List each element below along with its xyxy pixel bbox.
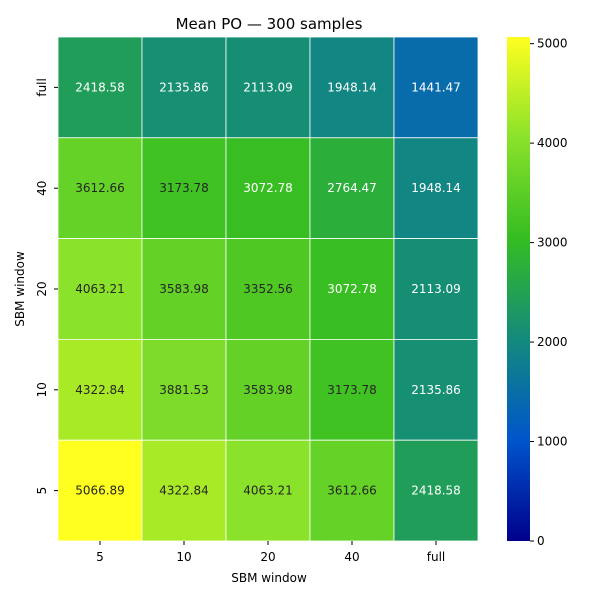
heatmap-cell <box>309 338 395 441</box>
colorbar-tick-label: 0 <box>537 534 545 548</box>
cell-value-label: 4322.84 <box>75 383 125 397</box>
cell-value-label: 1948.14 <box>327 80 377 94</box>
heatmap-cell <box>309 36 395 139</box>
heatmap-cell <box>393 137 479 240</box>
y-axis-ticks: full 40 20 10 5 <box>35 78 58 494</box>
cell-value-label: 3072.78 <box>327 282 377 296</box>
cell-value-label: 3612.66 <box>75 181 125 195</box>
cell-value-label: 3352.56 <box>243 282 293 296</box>
x-tick-label: 10 <box>176 550 191 564</box>
colorbar-tick-label: 5000 <box>537 37 568 51</box>
y-tick-label: 5 <box>35 487 49 495</box>
x-axis-label: SBM window <box>231 571 307 585</box>
cell-value-label: 2418.58 <box>411 484 461 498</box>
heatmap-cell <box>225 238 311 340</box>
heatmap-cell <box>57 36 143 139</box>
x-tick-label: 40 <box>344 550 359 564</box>
cell-value-label: 2135.86 <box>159 80 209 94</box>
heatmap-cell <box>393 36 479 139</box>
heatmap-cell <box>393 238 479 340</box>
cell-value-label: 3612.66 <box>327 484 377 498</box>
cell-value-label: 3173.78 <box>159 181 209 195</box>
heatmap-cell <box>57 137 143 240</box>
cell-value-label: 2135.86 <box>411 383 461 397</box>
cell-value-label: 4322.84 <box>159 484 209 498</box>
y-tick-label: 20 <box>35 281 49 296</box>
colorbar-tick-label: 4000 <box>537 136 568 150</box>
cell-value-label: 1441.47 <box>411 80 461 94</box>
x-tick-label: 5 <box>96 550 104 564</box>
cell-value-label: 2113.09 <box>243 80 293 94</box>
heatmap-cell <box>309 238 395 340</box>
heatmap-cell <box>141 439 227 542</box>
heatmap-cell <box>225 36 311 139</box>
cell-value-label: 2113.09 <box>411 282 461 296</box>
cell-value-label: 3583.98 <box>243 383 293 397</box>
x-tick-label: 20 <box>260 550 275 564</box>
cell-value-label: 4063.21 <box>75 282 125 296</box>
cell-value-label: 1948.14 <box>411 181 461 195</box>
heatmap-cell <box>141 238 227 340</box>
heatmap-cell <box>225 439 311 542</box>
cell-value-label: 3072.78 <box>243 181 293 195</box>
heatmap-cell <box>393 338 479 441</box>
heatmap-cell <box>141 338 227 441</box>
colorbar-tick-label: 1000 <box>537 435 568 449</box>
y-tick-label: 40 <box>35 181 49 196</box>
heatmap-cell <box>225 338 311 441</box>
colorbar-tick-label: 3000 <box>537 236 568 250</box>
cell-value-label: 3583.98 <box>159 282 209 296</box>
cell-value-label: 3881.53 <box>159 383 209 397</box>
cell-value-label: 2418.58 <box>75 80 125 94</box>
x-axis-ticks: 5 10 20 40 full <box>96 541 445 564</box>
y-tick-label: full <box>35 78 49 97</box>
heatmap-cell-labels: 2418.58 2135.86 2113.09 1948.14 1441.47 3612.… <box>75 80 461 497</box>
heatmap-cell <box>225 137 311 240</box>
colorbar <box>507 37 530 541</box>
cell-value-label: 5066.89 <box>75 484 125 498</box>
heatmap-cell <box>393 439 479 542</box>
colorbar-ticks: 0 1000 2000 3000 4000 5000 <box>530 37 568 548</box>
heatmap-cells <box>57 36 479 542</box>
heatmap-cell <box>141 36 227 139</box>
chart-title: Mean PO — 300 samples <box>176 15 363 33</box>
colorbar-tick-label: 2000 <box>537 335 568 349</box>
cell-value-label: 2764.47 <box>327 181 377 195</box>
heatmap-cell <box>57 439 143 542</box>
cell-value-label: 3173.78 <box>327 383 377 397</box>
y-axis-label: SBM window <box>13 251 27 327</box>
y-tick-label: 10 <box>35 382 49 397</box>
cell-value-label: 4063.21 <box>243 484 293 498</box>
x-tick-label: full <box>427 550 446 564</box>
